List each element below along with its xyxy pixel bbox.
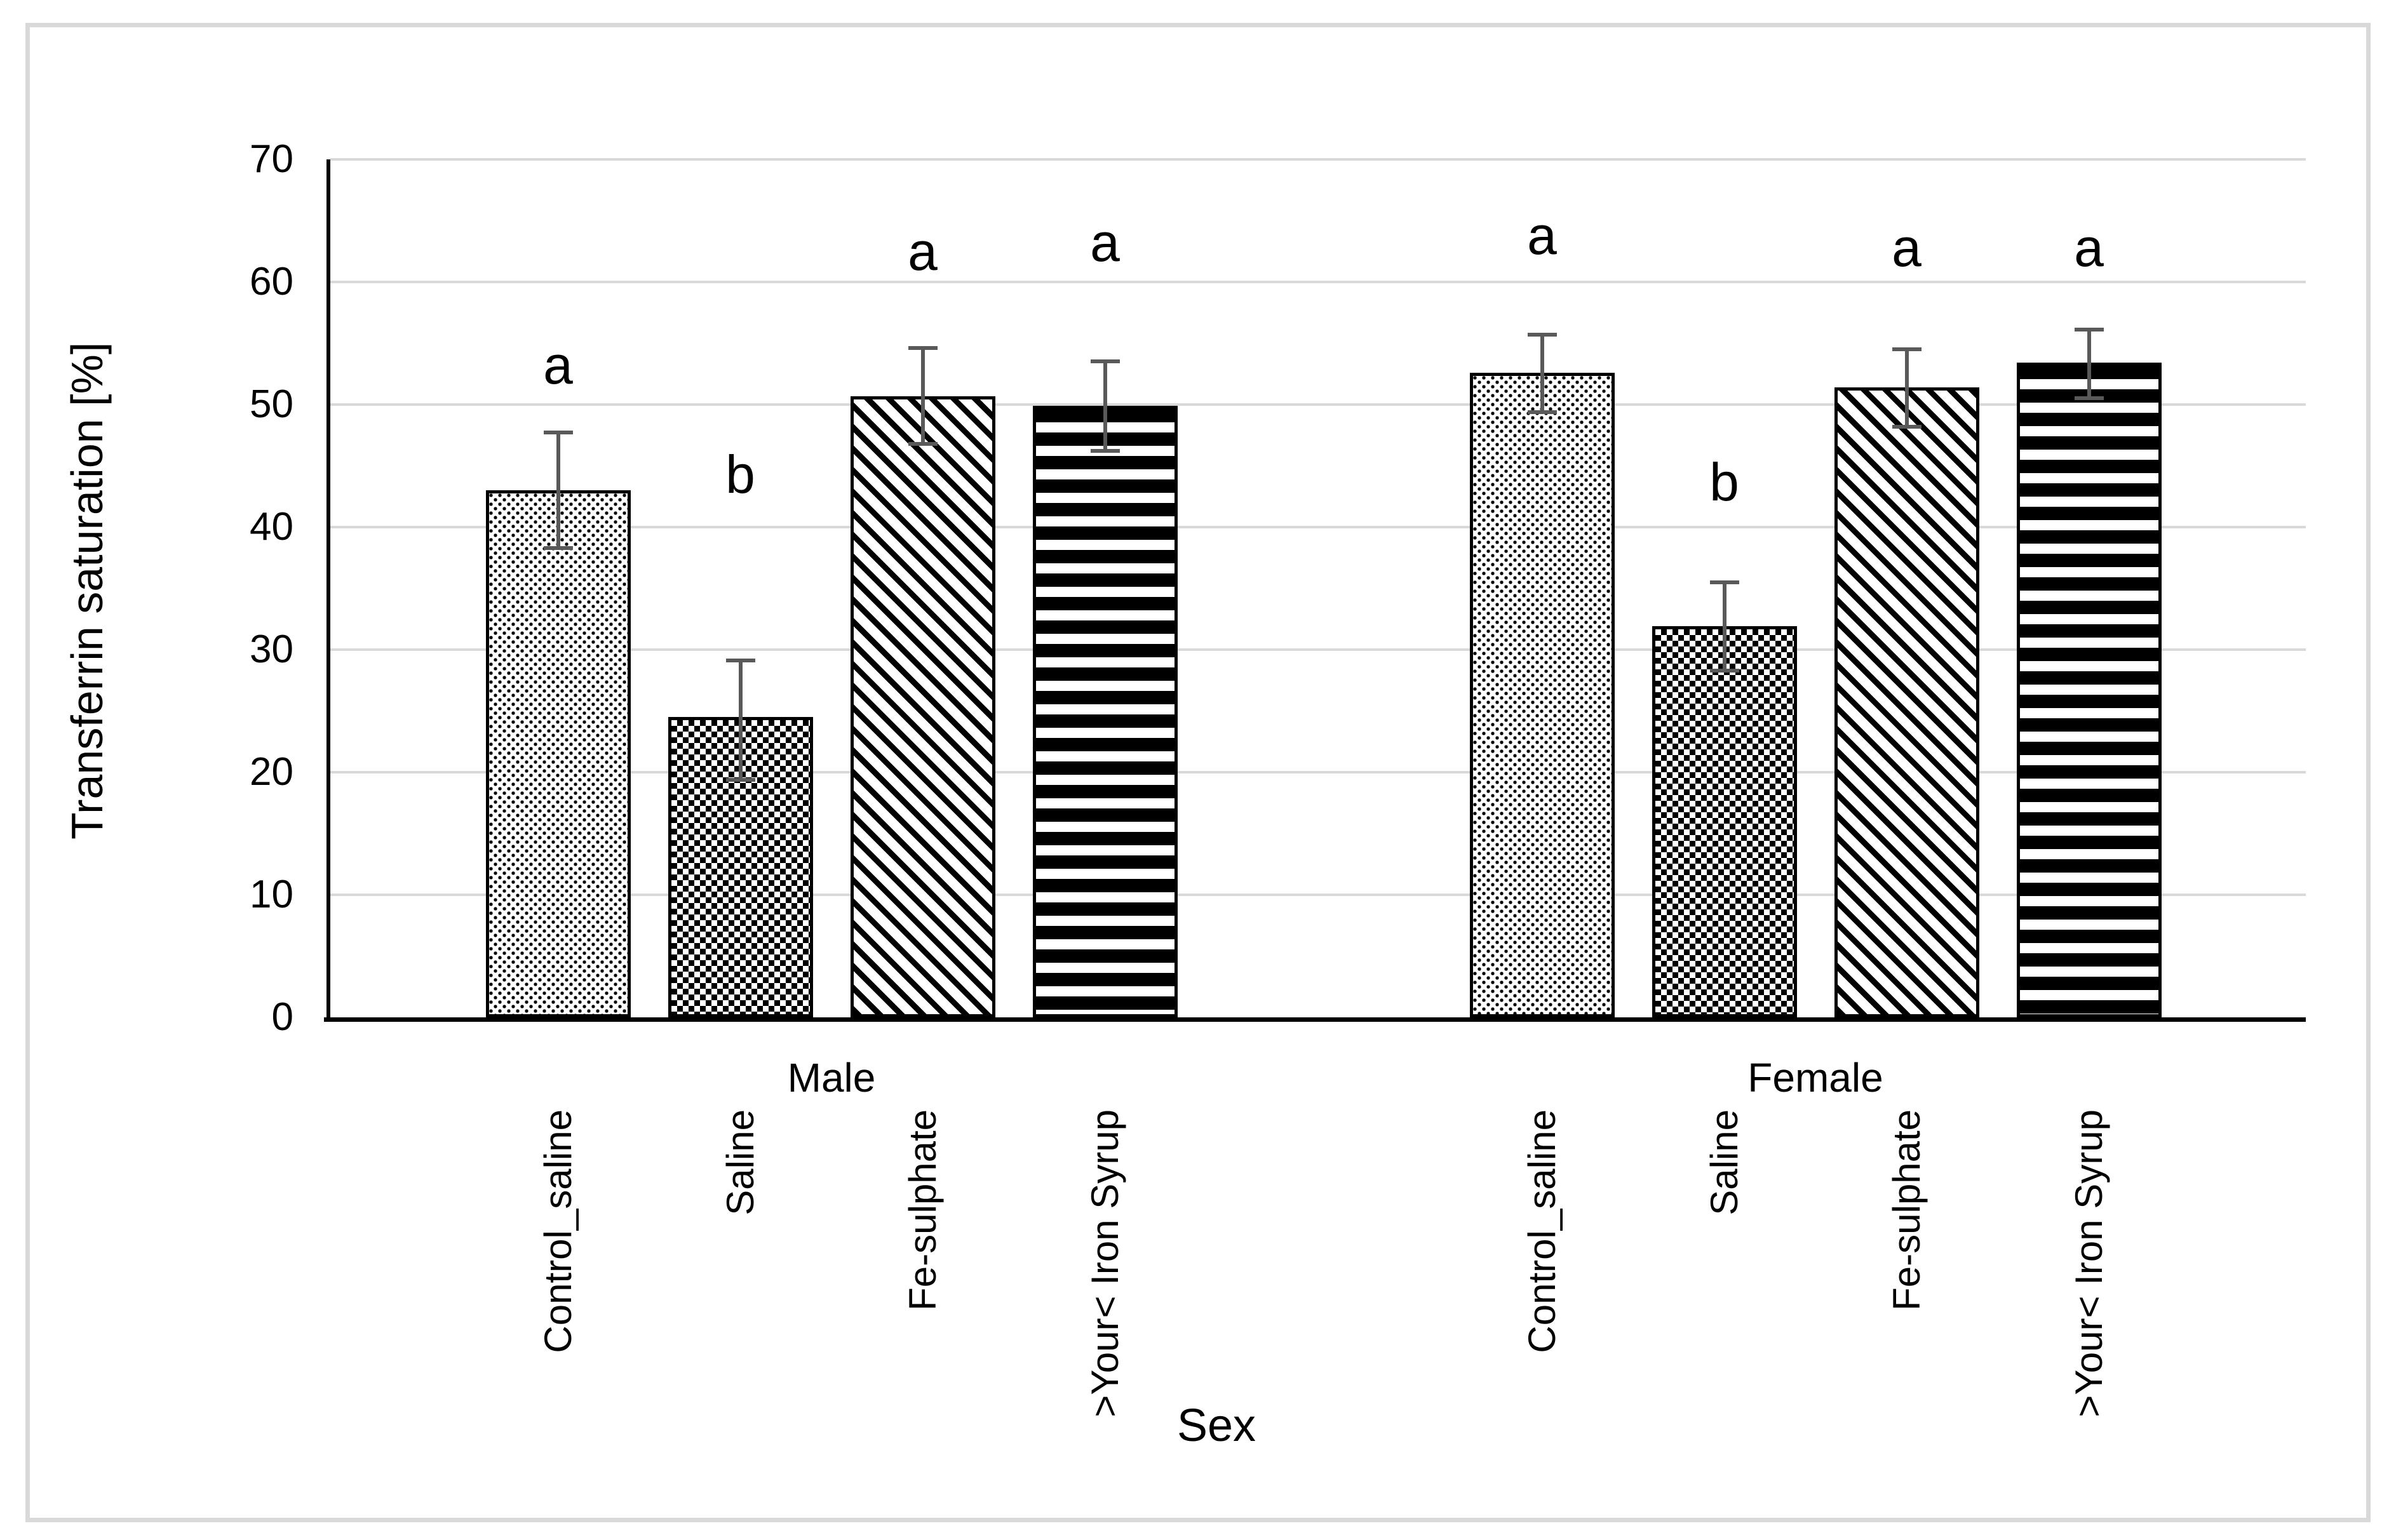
error-bar-line [1540, 334, 1544, 412]
error-bar-cap [1709, 668, 1739, 673]
y-tick-label: 60 [250, 260, 293, 304]
bar [668, 717, 813, 1017]
bar [485, 490, 631, 1017]
y-tick-label: 50 [250, 382, 293, 426]
error-bar-cap [1527, 332, 1557, 337]
y-tick-label: 70 [250, 137, 293, 181]
significance-letter: a [1090, 213, 1120, 273]
bar [1469, 372, 1615, 1017]
category-label: >Your< Iron Syrup [2067, 1109, 2110, 1417]
x-axis-title: Sex [1176, 1400, 1256, 1451]
category-label: Control_saline [536, 1109, 579, 1353]
error-bar-cap [908, 441, 938, 446]
error-bar-line [738, 660, 743, 780]
category-label: Fe-sulphate [1885, 1109, 1928, 1311]
significance-letter: a [1527, 205, 1557, 265]
bar [2016, 363, 2162, 1017]
category-label: Control_saline [1520, 1109, 1563, 1353]
error-bar-cap [543, 546, 573, 550]
error-bar-line [1904, 349, 1909, 427]
error-bar-cap [725, 659, 755, 663]
significance-letter: b [1709, 452, 1739, 512]
gridline [330, 403, 2306, 406]
y-axis-line [326, 159, 330, 1017]
significance-letter: a [2074, 217, 2104, 278]
bar [1652, 626, 1797, 1017]
bar [1032, 405, 1178, 1017]
error-bar-cap [543, 431, 573, 435]
error-bar-line [920, 348, 925, 444]
group-label: Male [787, 1055, 876, 1101]
significance-letter: a [908, 221, 938, 281]
category-label: Saline [1702, 1109, 1746, 1215]
bar [1834, 387, 1979, 1017]
category-label: >Your< Iron Syrup [1083, 1109, 1126, 1417]
error-bar-cap [1709, 580, 1739, 584]
gridline [330, 526, 2306, 528]
error-bar-cap [1527, 410, 1557, 414]
error-bar-line [1103, 361, 1107, 452]
category-label: Fe-sulphate [901, 1109, 944, 1311]
error-bar-cap [1892, 347, 1922, 352]
error-bar-cap [2074, 328, 2104, 332]
error-bar-cap [2074, 396, 2104, 401]
gridline [330, 648, 2306, 651]
gridline [330, 771, 2306, 773]
error-bar-cap [908, 346, 938, 351]
y-tick-label: 20 [250, 750, 293, 794]
x-axis-line [324, 1017, 2306, 1022]
bar [850, 396, 995, 1017]
y-tick-label: 0 [271, 995, 293, 1039]
y-tick-label: 30 [250, 627, 293, 671]
significance-letter: b [725, 445, 755, 504]
category-label: Saline [718, 1109, 762, 1215]
error-bar-line [556, 432, 560, 548]
group-label: Female [1747, 1055, 1883, 1101]
error-bar-cap [725, 777, 755, 782]
y-tick-label: 10 [250, 873, 293, 916]
error-bar-line [1722, 582, 1726, 671]
error-bar-cap [1090, 449, 1120, 453]
significance-letter: a [1892, 217, 1922, 278]
plot-area: a b a a a b a a [324, 158, 2306, 1022]
gridline [330, 281, 2306, 283]
error-bar-cap [1090, 359, 1120, 364]
gridline [330, 158, 2306, 161]
error-bar-cap [1892, 424, 1922, 429]
y-tick-label: 40 [250, 505, 293, 549]
gridline [330, 894, 2306, 896]
significance-letter: a [543, 335, 573, 396]
error-bar-line [2087, 330, 2091, 399]
